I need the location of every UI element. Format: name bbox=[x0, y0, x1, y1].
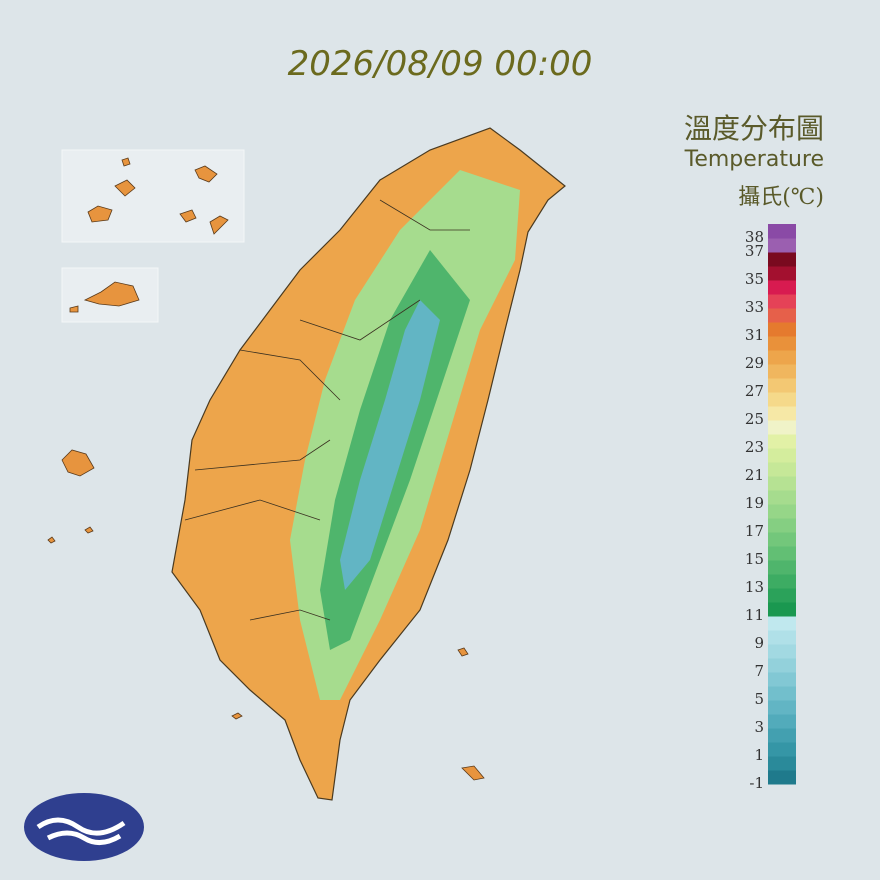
legend-band bbox=[768, 714, 796, 729]
legend-band bbox=[768, 630, 796, 645]
legend-tick-label: 33 bbox=[745, 298, 764, 316]
legend-tick-label: 37 bbox=[745, 242, 764, 260]
legend-band bbox=[768, 546, 796, 561]
legend-band bbox=[768, 532, 796, 547]
legend-band bbox=[768, 266, 796, 281]
legend-band bbox=[768, 294, 796, 309]
legend-tick-label: 19 bbox=[745, 494, 764, 512]
legend-tick-label: 21 bbox=[745, 466, 764, 484]
legend-band bbox=[768, 392, 796, 407]
legend-band bbox=[768, 238, 796, 253]
legend-band bbox=[768, 490, 796, 505]
legend-band bbox=[768, 672, 796, 687]
legend-tick-label: 23 bbox=[745, 438, 764, 456]
legend-band bbox=[768, 406, 796, 421]
mountain-peaks bbox=[340, 300, 440, 590]
legend-tick-label: 1 bbox=[754, 746, 764, 764]
legend-band bbox=[768, 280, 796, 295]
legend-band bbox=[768, 336, 796, 351]
unit: 攝氏(℃) bbox=[738, 185, 824, 210]
legend-band bbox=[768, 420, 796, 435]
legend-tick-label: 9 bbox=[754, 634, 764, 652]
legend-band bbox=[768, 644, 796, 659]
legend-band bbox=[768, 504, 796, 519]
legend-band bbox=[768, 434, 796, 449]
timestamp: 2026/08/09 00:00 bbox=[288, 44, 593, 84]
legend-band bbox=[768, 728, 796, 743]
legend-band bbox=[768, 364, 796, 379]
legend-band bbox=[768, 448, 796, 463]
legend-tick-label: 17 bbox=[745, 522, 764, 540]
legend-band bbox=[768, 756, 796, 771]
legend-band bbox=[768, 462, 796, 477]
legend-tick-label: 35 bbox=[745, 270, 764, 288]
logo bbox=[24, 793, 144, 861]
legend-tick-label: 38 bbox=[745, 228, 764, 246]
legend-tick-label: 7 bbox=[754, 662, 764, 680]
legend-tick-label: 15 bbox=[745, 550, 764, 568]
legend-band bbox=[768, 588, 796, 603]
legend-band bbox=[768, 742, 796, 757]
subtitle: Temperature bbox=[684, 147, 824, 172]
legend-band bbox=[768, 602, 796, 617]
legend-band bbox=[768, 560, 796, 575]
legend-band bbox=[768, 308, 796, 323]
legend-tick-label: 27 bbox=[745, 382, 764, 400]
islands bbox=[47, 157, 485, 781]
legend-band bbox=[768, 476, 796, 491]
legend-tick-label: 13 bbox=[745, 578, 764, 596]
legend-band bbox=[768, 770, 796, 785]
legend-band bbox=[768, 700, 796, 715]
legend-band bbox=[768, 658, 796, 673]
legend-band bbox=[768, 574, 796, 589]
legend-band bbox=[768, 252, 796, 267]
logo-mark bbox=[36, 817, 126, 845]
title: 溫度分布圖 bbox=[684, 112, 824, 145]
legend-tick-label: 11 bbox=[745, 606, 764, 624]
legend-tick-label: 25 bbox=[745, 410, 764, 428]
legend-band bbox=[768, 224, 796, 239]
legend-band bbox=[768, 518, 796, 533]
legend-tick-label: 3 bbox=[754, 718, 764, 736]
legend-tick-label: 31 bbox=[745, 326, 764, 344]
legend-band bbox=[768, 378, 796, 393]
legend-band bbox=[768, 616, 796, 631]
legend-tick-label: 5 bbox=[754, 690, 764, 708]
legend-band bbox=[768, 686, 796, 701]
legend-tick-label: 29 bbox=[745, 354, 764, 372]
county-borders bbox=[184, 199, 470, 621]
legend-band bbox=[768, 350, 796, 365]
legend-tick-label: -1 bbox=[749, 774, 764, 792]
legend-band bbox=[768, 322, 796, 337]
